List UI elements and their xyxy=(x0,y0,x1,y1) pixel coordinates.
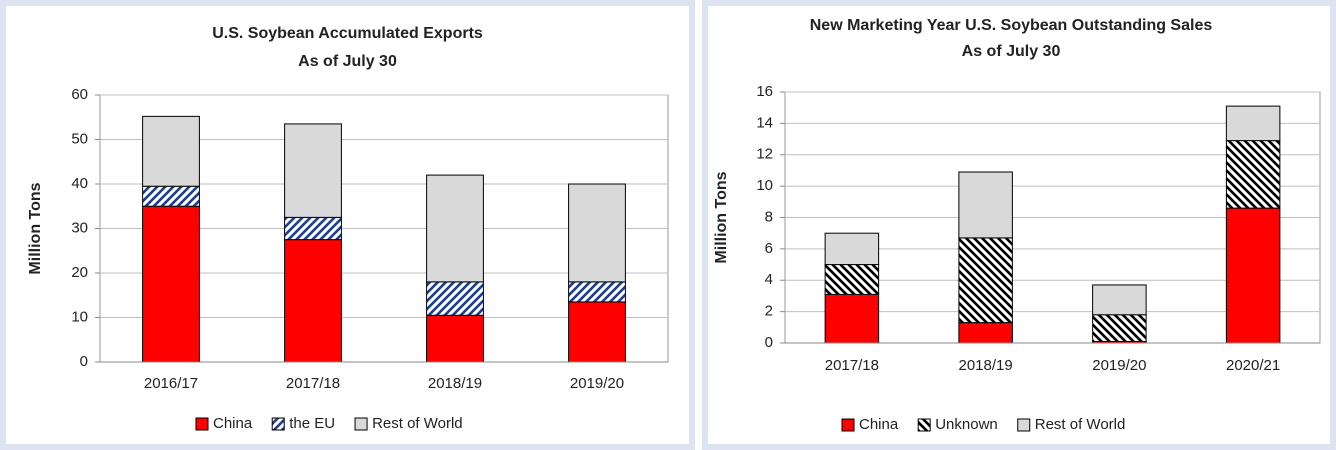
legend-label: the EU xyxy=(289,415,335,432)
bar-segment xyxy=(284,123,342,218)
y-tick-label: 14 xyxy=(756,114,773,131)
y-tick-label: 4 xyxy=(765,271,773,288)
y-tick-label: 6 xyxy=(765,240,773,257)
y-tick-label: 10 xyxy=(71,308,88,325)
legend-swatch xyxy=(841,418,855,432)
y-tick-label: 8 xyxy=(765,208,773,225)
bar-segment xyxy=(568,281,626,303)
bar-segment xyxy=(824,264,880,295)
legend-swatch xyxy=(271,417,285,431)
x-tick-label: 2017/18 xyxy=(286,375,340,392)
y-tick-label: 10 xyxy=(756,177,773,194)
legend-label: Rest of World xyxy=(1035,416,1126,433)
bar-segment xyxy=(824,293,880,344)
chart-title: As of July 30 xyxy=(962,43,1061,60)
x-tick-label: 2019/20 xyxy=(1092,357,1146,374)
bar-segment xyxy=(1225,207,1281,344)
bar-segment xyxy=(958,237,1013,324)
x-tick-label: 2016/17 xyxy=(144,375,198,392)
y-tick-label: 30 xyxy=(71,219,88,236)
x-tick-label: 2017/18 xyxy=(825,357,879,374)
y-tick-label: 40 xyxy=(71,175,88,192)
chart-title: New Marketing Year U.S. Soybean Outstand… xyxy=(810,17,1213,34)
y-axis-title: Million Tons xyxy=(27,182,44,274)
bar-segment xyxy=(284,239,342,363)
bar-segment xyxy=(1225,140,1281,209)
legend-label: China xyxy=(213,415,253,432)
y-axis-title: Million Tons xyxy=(713,171,730,263)
x-tick-label: 2020/21 xyxy=(1226,357,1280,374)
y-tick-label: 0 xyxy=(80,353,88,370)
chart-title: U.S. Soybean Accumulated Exports xyxy=(212,25,483,42)
y-tick-label: 50 xyxy=(71,130,88,147)
bar-segment xyxy=(568,301,626,363)
legend-label: Unknown xyxy=(935,416,998,433)
y-tick-label: 0 xyxy=(765,334,773,351)
legend-label: Rest of World xyxy=(372,415,463,432)
chart-title: As of July 30 xyxy=(298,53,397,70)
legend-swatch xyxy=(354,417,368,431)
bar-segment xyxy=(1225,105,1281,142)
x-tick-label: 2018/19 xyxy=(959,357,1013,374)
y-tick-label: 2 xyxy=(765,303,773,320)
bar-segment xyxy=(142,205,200,363)
y-tick-label: 12 xyxy=(756,146,773,163)
bar-segment xyxy=(426,314,484,363)
legend-swatch xyxy=(917,418,931,432)
legend-label: China xyxy=(859,416,899,433)
bar-segment xyxy=(1092,284,1147,316)
bar-segment xyxy=(824,232,880,266)
bar-segment xyxy=(284,216,342,241)
bar-segment xyxy=(426,174,484,283)
y-tick-label: 20 xyxy=(71,264,88,281)
bar-segment xyxy=(426,281,484,316)
bar-segment xyxy=(142,185,200,207)
bar-segment xyxy=(568,183,626,283)
bar-segment xyxy=(1092,314,1147,342)
legend-swatch xyxy=(195,417,209,431)
legend-swatch xyxy=(1017,418,1031,432)
x-tick-label: 2018/19 xyxy=(428,375,482,392)
x-tick-label: 2019/20 xyxy=(570,375,624,392)
bar-segment xyxy=(142,115,200,187)
bar-segment xyxy=(958,322,1013,344)
bar-segment xyxy=(958,171,1013,239)
y-tick-label: 16 xyxy=(756,83,773,100)
y-tick-label: 60 xyxy=(71,86,88,103)
